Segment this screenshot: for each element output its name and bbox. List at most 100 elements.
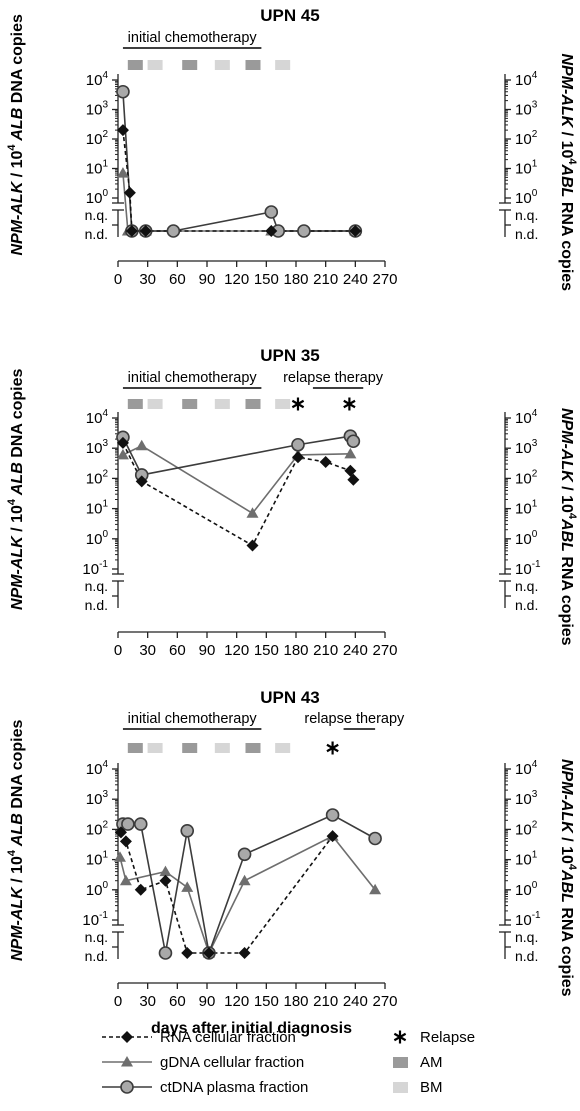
y-tick-label: 100 <box>515 880 538 899</box>
right-y-axis-label: NPM-ALK / 104ABL RNA copies <box>558 759 578 997</box>
gdna-marker <box>135 439 148 451</box>
am-legend-swatch <box>393 1057 408 1068</box>
right-y-axis: 104 103 102 101 100 10-1n.q. n.d. <box>499 408 541 613</box>
rna-marker <box>265 225 278 237</box>
nq-label: n.q. <box>515 207 538 223</box>
rna-marker <box>121 1031 133 1043</box>
y-tick-label: 100 <box>515 188 538 207</box>
nd-label: n.d. <box>85 597 108 613</box>
x-tick-label: 60 <box>169 642 186 659</box>
rna-series-line <box>122 442 355 547</box>
ctdna-marker <box>120 1080 134 1094</box>
rna-marker <box>116 124 129 137</box>
ctdna-marker <box>133 817 148 831</box>
ctdna-marker <box>368 831 382 846</box>
chart-panel-2: UPN 3510410310210110010-1n.q.n.d.1041031… <box>6 346 578 659</box>
y-tick-label: 100 <box>86 529 109 548</box>
y-tick-label: 10-1 <box>515 559 541 578</box>
gdna-marker <box>181 881 194 892</box>
ctdna-marker <box>116 84 130 99</box>
bm-block <box>214 60 230 70</box>
right-y-axis-label: NPM-ALK / 104ABL RNA copies <box>558 54 578 292</box>
ctdna-marker <box>158 946 173 960</box>
nd-label: n.d. <box>515 948 538 964</box>
nq-label: n.q. <box>515 578 538 594</box>
y-tick-label: 103 <box>86 789 109 808</box>
nd-label: n.d. <box>85 948 108 964</box>
bm-block <box>147 743 163 753</box>
ctdna-legend-label: ctDNA plasma fraction <box>160 1079 308 1096</box>
rna-marker <box>123 186 136 199</box>
nd-label: n.d. <box>515 597 538 613</box>
asterisk-icon <box>393 1030 407 1044</box>
rna-legend-label: RNA cellular fraction <box>160 1029 296 1046</box>
nq-label: n.q. <box>85 207 108 223</box>
y-tick-label: 102 <box>86 129 109 148</box>
y-tick-label: 101 <box>86 159 109 178</box>
therapy-label: relapse therapy <box>283 370 384 386</box>
x-tick-label: 120 <box>224 271 249 288</box>
y-tick-label: 102 <box>515 129 538 148</box>
x-tick-label: 0 <box>114 993 122 1010</box>
bm-block <box>275 743 291 753</box>
right-y-axis-label: NPM-ALK / 104ABL RNA copies <box>558 408 578 646</box>
ctdna-marker <box>121 817 135 831</box>
y-tick-label: 104 <box>515 70 538 89</box>
chart-title: UPN 35 <box>260 346 320 365</box>
am-block <box>182 399 198 409</box>
y-tick-label: 103 <box>515 100 538 119</box>
y-tick-label: 102 <box>515 468 538 487</box>
y-tick-label: 101 <box>515 850 538 869</box>
am-block <box>245 60 261 70</box>
therapy-bracket: initial chemotherapy <box>122 711 262 730</box>
rna-marker <box>202 947 215 959</box>
rna-series-line <box>122 130 356 232</box>
therapy-bracket: relapse therapy <box>304 711 405 730</box>
rna-marker <box>135 475 148 488</box>
x-axis: 0 30 60 90 120 150 180 210 240 270 <box>114 631 398 659</box>
therapy-label: relapse therapy <box>304 711 405 727</box>
ctdna-marker <box>297 224 311 238</box>
y-tick-label: 100 <box>515 529 538 548</box>
y-tick-label: 104 <box>86 759 109 778</box>
rna-marker <box>139 225 152 237</box>
y-tick-label: 103 <box>86 438 109 457</box>
nq-label: n.q. <box>85 929 108 945</box>
am-block <box>245 743 261 753</box>
rna-marker <box>238 947 251 959</box>
left-y-axis-label: NPM-ALK / 104 ALB DNA copies <box>6 368 26 610</box>
chart-title: UPN 45 <box>260 6 320 25</box>
gdna-marker <box>246 507 259 518</box>
bm-block <box>214 399 230 409</box>
y-tick-label: 10-1 <box>82 559 108 578</box>
am-block <box>182 60 198 70</box>
asterisk-icon <box>326 741 339 755</box>
x-axis-label: days after initial diagnosis <box>151 1020 352 1037</box>
rna-marker <box>246 539 259 552</box>
y-tick-label: 10-1 <box>515 910 541 929</box>
asterisk-icon <box>343 397 356 411</box>
gdna-marker <box>119 874 132 886</box>
x-tick-label: 90 <box>199 993 216 1010</box>
x-tick-label: 240 <box>343 993 368 1010</box>
bm-block <box>275 399 291 409</box>
x-tick-label: 270 <box>372 993 397 1010</box>
x-tick-label: 30 <box>139 993 156 1010</box>
x-tick-label: 180 <box>283 993 308 1010</box>
left-y-axis: 104 103 102 101 100 10-1n.q. n.d. <box>82 759 124 964</box>
rna-marker <box>347 473 360 486</box>
gdna-marker <box>344 447 357 459</box>
rna-marker <box>291 451 304 464</box>
ctdna-marker <box>180 823 195 838</box>
x-tick-label: 150 <box>254 271 279 288</box>
bm-legend-label: BM <box>420 1079 443 1096</box>
x-tick-label: 210 <box>313 993 338 1010</box>
rna-marker <box>134 883 147 896</box>
gdna-marker <box>238 874 251 886</box>
chart-title: UPN 43 <box>260 688 320 707</box>
therapy-bracket: initial chemotherapy <box>122 370 262 389</box>
ctdna-marker <box>166 224 181 238</box>
y-tick-label: 103 <box>515 438 538 457</box>
chart-panel-1: UPN 45104103102101100n.q.n.d.10410310210… <box>6 6 578 291</box>
